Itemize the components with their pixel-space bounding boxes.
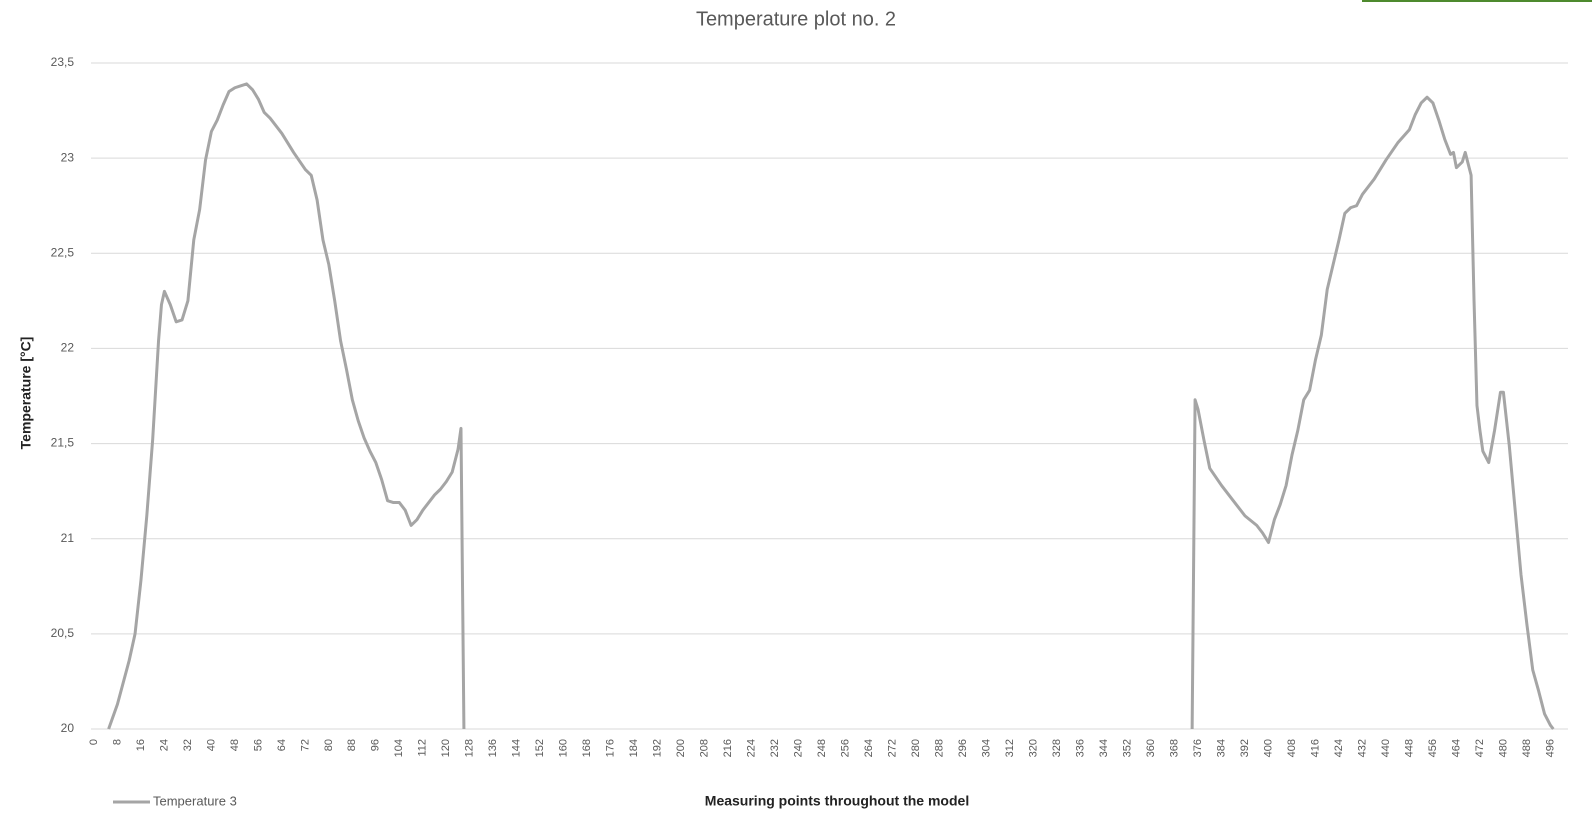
x-tick-label: 488: [1521, 739, 1533, 757]
chart-title: Temperature plot no. 2: [696, 8, 896, 30]
y-tick-label: 22,5: [51, 245, 75, 259]
x-tick-label: 32: [182, 739, 194, 751]
x-tick-label: 320: [1027, 739, 1039, 757]
x-tick-label: 24: [158, 739, 170, 751]
x-tick-label: 192: [652, 739, 664, 757]
y-axis-title: Temperature [°C]: [18, 337, 34, 450]
legend-label: Temperature 3: [153, 793, 237, 808]
x-tick-label: 272: [887, 739, 899, 757]
x-tick-label: 440: [1380, 739, 1392, 757]
x-tick-label: 424: [1333, 739, 1345, 757]
header-accent: [1362, 0, 1592, 2]
x-tick-label: 408: [1286, 739, 1298, 757]
x-tick-label: 40: [205, 739, 217, 751]
x-axis-title: Measuring points throughout the model: [705, 793, 969, 809]
x-tick-label: 56: [252, 739, 264, 751]
x-tick-label: 136: [487, 739, 499, 757]
x-tick-label: 168: [581, 739, 593, 757]
x-tick-label: 80: [323, 739, 335, 751]
y-tick-label: 23: [61, 150, 75, 164]
y-tick-label: 20: [61, 721, 75, 735]
x-tick-label: 216: [722, 739, 734, 757]
x-tick-label: 128: [464, 739, 476, 757]
x-tick-label: 152: [534, 739, 546, 757]
x-tick-label: 48: [229, 739, 241, 751]
x-tick-label: 224: [746, 739, 758, 757]
x-tick-label: 112: [417, 739, 429, 757]
x-tick-label: 240: [793, 739, 805, 757]
x-tick-label: 296: [957, 739, 969, 757]
x-tick-label: 368: [1168, 739, 1180, 757]
x-tick-label: 264: [863, 739, 875, 757]
x-tick-label: 464: [1450, 739, 1462, 757]
x-tick-label: 336: [1074, 739, 1086, 757]
x-tick-label: 208: [699, 739, 711, 757]
x-tick-label: 64: [276, 739, 288, 751]
x-tick-label: 120: [440, 739, 452, 757]
y-tick-label: 20,5: [51, 626, 75, 640]
y-tick-label: 22: [61, 341, 75, 355]
x-tick-label: 344: [1098, 739, 1110, 757]
x-tick-label: 496: [1544, 739, 1556, 757]
x-tick-label: 184: [628, 739, 640, 757]
x-tick-label: 352: [1121, 739, 1133, 757]
y-tick-label: 21: [61, 531, 75, 545]
x-tick-label: 256: [840, 739, 852, 757]
x-tick-label: 232: [769, 739, 781, 757]
x-tick-label: 392: [1239, 739, 1251, 757]
x-tick-label: 176: [605, 739, 617, 757]
x-tick-label: 280: [910, 739, 922, 757]
x-tick-label: 472: [1474, 739, 1486, 757]
x-tick-label: 88: [346, 739, 358, 751]
x-tick-label: 104: [393, 739, 405, 757]
x-tick-label: 456: [1427, 739, 1439, 757]
x-tick-label: 96: [370, 739, 382, 751]
y-tick-label: 23,5: [51, 55, 75, 69]
x-tick-label: 376: [1192, 739, 1204, 757]
x-tick-label: 416: [1309, 739, 1321, 757]
x-tick-label: 0: [88, 739, 100, 745]
x-tick-label: 8: [111, 739, 123, 745]
x-tick-label: 160: [558, 739, 570, 757]
x-tick-label: 72: [299, 739, 311, 751]
x-tick-label: 304: [981, 739, 993, 757]
x-tick-label: 480: [1497, 739, 1509, 757]
y-tick-label: 21,5: [51, 436, 75, 450]
x-tick-label: 360: [1145, 739, 1157, 757]
x-tick-label: 16: [135, 739, 147, 751]
data-line: [107, 82, 1555, 730]
x-tick-label: 248: [816, 739, 828, 757]
x-tick-label: 312: [1004, 739, 1016, 757]
x-tick-label: 328: [1051, 739, 1063, 757]
x-tick-label: 200: [675, 739, 687, 757]
x-tick-label: 384: [1215, 739, 1227, 757]
x-tick-label: 144: [511, 739, 523, 757]
x-tick-label: 400: [1262, 739, 1274, 757]
x-tick-label: 448: [1403, 739, 1415, 757]
x-tick-label: 288: [934, 739, 946, 757]
x-tick-label: 432: [1356, 739, 1368, 757]
